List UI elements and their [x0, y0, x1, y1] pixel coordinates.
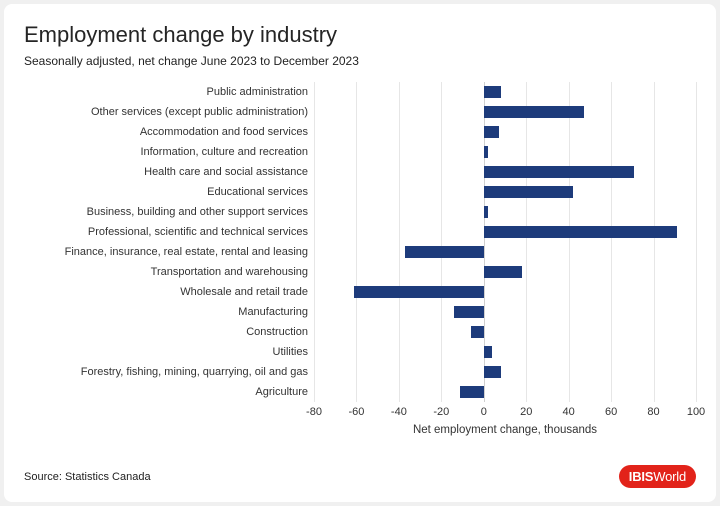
category-label: Health care and social assistance: [24, 166, 308, 178]
chart-title: Employment change by industry: [24, 22, 696, 48]
category-label: Other services (except public administra…: [24, 106, 308, 118]
bar: [354, 286, 483, 298]
bar: [484, 226, 677, 238]
gridline: [611, 82, 612, 402]
bar: [484, 206, 488, 218]
x-tick: -40: [391, 406, 407, 418]
category-label: Construction: [24, 326, 308, 338]
bar: [484, 166, 635, 178]
ibisworld-logo: IBISWorld: [619, 465, 696, 488]
category-label: Business, building and other support ser…: [24, 206, 308, 218]
x-tick: 20: [520, 406, 532, 418]
x-tick: -20: [433, 406, 449, 418]
category-label: Accommodation and food services: [24, 126, 308, 138]
x-tick: -60: [348, 406, 364, 418]
category-label: Information, culture and recreation: [24, 146, 308, 158]
source-text: Source: Statistics Canada: [24, 471, 151, 483]
chart-subtitle: Seasonally adjusted, net change June 202…: [24, 54, 696, 68]
footer: Source: Statistics Canada IBISWorld: [24, 465, 696, 488]
bar: [484, 146, 488, 158]
category-label: Public administration: [24, 86, 308, 98]
category-label: Educational services: [24, 186, 308, 198]
category-label: Manufacturing: [24, 306, 308, 318]
bar: [484, 346, 492, 358]
plot-region: [314, 82, 696, 402]
gridline: [314, 82, 315, 402]
bar: [484, 186, 573, 198]
gridline: [441, 82, 442, 402]
bar: [484, 266, 522, 278]
category-label: Professional, scientific and technical s…: [24, 226, 308, 238]
chart-card: Employment change by industry Seasonally…: [4, 4, 716, 502]
gridline: [696, 82, 697, 402]
bar: [484, 106, 584, 118]
bar: [460, 386, 483, 398]
gridline: [569, 82, 570, 402]
x-tick: 60: [605, 406, 617, 418]
gridline: [526, 82, 527, 402]
category-label: Forestry, fishing, mining, quarrying, oi…: [24, 366, 308, 378]
category-label: Finance, insurance, real estate, rental …: [24, 246, 308, 258]
x-axis-label: Net employment change, thousands: [314, 424, 696, 436]
logo-bold: IBIS: [629, 469, 653, 484]
category-label: Utilities: [24, 346, 308, 358]
x-tick: 80: [647, 406, 659, 418]
x-tick: 40: [563, 406, 575, 418]
chart-area: Net employment change, thousands -80-60-…: [24, 82, 696, 422]
gridline: [356, 82, 357, 402]
bar: [405, 246, 484, 258]
gridline: [654, 82, 655, 402]
bar: [484, 86, 501, 98]
x-tick: 0: [481, 406, 487, 418]
bar: [484, 126, 499, 138]
category-label: Transportation and warehousing: [24, 266, 308, 278]
logo-light: World: [653, 469, 686, 484]
bar: [484, 366, 501, 378]
bar: [454, 306, 484, 318]
bar: [471, 326, 484, 338]
gridline: [399, 82, 400, 402]
category-label: Agriculture: [24, 386, 308, 398]
x-tick: 100: [687, 406, 705, 418]
category-label: Wholesale and retail trade: [24, 286, 308, 298]
x-tick: -80: [306, 406, 322, 418]
